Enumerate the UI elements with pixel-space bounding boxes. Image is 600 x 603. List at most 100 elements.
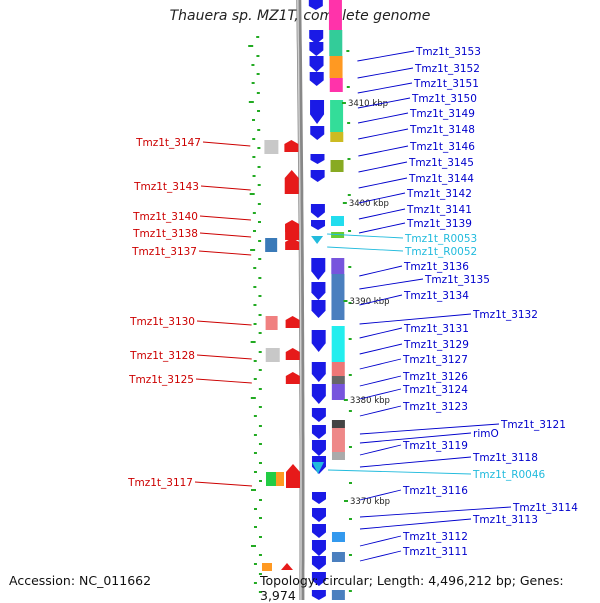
forward-gene-label: Tmz1t_3148 bbox=[409, 124, 475, 136]
tick-mark bbox=[258, 462, 262, 464]
forward-gene-arrow bbox=[311, 572, 326, 586]
tick-mark bbox=[257, 166, 261, 168]
tick-mark bbox=[258, 554, 262, 556]
forward-gene-label: Tmz1t_3151 bbox=[413, 78, 479, 90]
forward-gene-label: Tmz1t_3121 bbox=[500, 419, 566, 431]
forward-gene-label: Tmz1t_3146 bbox=[409, 141, 475, 153]
reverse-gene-arrow bbox=[285, 372, 300, 384]
tick-mark bbox=[253, 267, 257, 269]
tick-mark bbox=[252, 230, 256, 232]
tick-mark bbox=[253, 360, 257, 362]
forward-gene-label: Tmz1t_3149 bbox=[409, 108, 475, 120]
tick-mark bbox=[258, 332, 262, 334]
tick-mark bbox=[257, 129, 261, 131]
reverse-gene-label: Tmz1t_3117 bbox=[127, 477, 193, 489]
tick-mark bbox=[250, 489, 256, 491]
forward-gene-label: Tmz1t_3142 bbox=[406, 188, 472, 200]
forward-leader-line bbox=[359, 535, 402, 547]
forward-gene-arrow bbox=[311, 300, 326, 318]
annotation-bar bbox=[329, 56, 343, 78]
annotation-bar bbox=[265, 238, 278, 252]
tick-mark bbox=[253, 434, 257, 436]
annotation-bar bbox=[330, 100, 344, 132]
forward-gene-arrow bbox=[311, 384, 326, 404]
rna-arrow bbox=[311, 462, 324, 474]
scale-label: 3380 kbp bbox=[350, 396, 390, 406]
annotation-bar bbox=[275, 472, 284, 486]
forward-gene-arrow bbox=[309, 42, 324, 56]
tick-mark bbox=[348, 230, 352, 232]
reverse-gene-arrow bbox=[284, 170, 299, 194]
tick-mark bbox=[250, 249, 256, 251]
tick-mark bbox=[347, 122, 351, 124]
forward-leader-line bbox=[359, 444, 402, 456]
tick-mark bbox=[348, 590, 352, 592]
tick-mark bbox=[348, 482, 352, 484]
forward-gene-label: Tmz1t_3153 bbox=[415, 46, 481, 58]
tick-mark bbox=[258, 314, 262, 316]
forward-gene-label: Tmz1t_3139 bbox=[406, 218, 472, 230]
reverse-leader-line bbox=[196, 320, 252, 326]
annotation-bar bbox=[331, 362, 345, 376]
forward-gene-arrow bbox=[310, 100, 325, 124]
forward-gene-arrow bbox=[309, 56, 324, 72]
forward-leader-line bbox=[357, 50, 415, 62]
rna-gene-label: Tmz1t_R0053 bbox=[404, 233, 477, 245]
tick-mark bbox=[250, 397, 256, 399]
forward-leader-line bbox=[359, 423, 500, 435]
tick-mark bbox=[256, 36, 260, 38]
forward-leader-line bbox=[357, 97, 411, 109]
tick-mark bbox=[258, 536, 262, 538]
forward-gene-label: Tmz1t_3118 bbox=[472, 452, 538, 464]
tick-mark bbox=[258, 573, 262, 575]
tick-mark bbox=[253, 323, 257, 325]
forward-gene-arrow bbox=[311, 425, 326, 439]
forward-gene-label: Tmz1t_3114 bbox=[512, 502, 578, 514]
forward-leader-line bbox=[359, 294, 403, 306]
forward-leader-line bbox=[359, 343, 403, 355]
forward-leader-line bbox=[359, 327, 403, 339]
reverse-gene-arrow bbox=[285, 220, 300, 232]
tick-mark bbox=[253, 286, 257, 288]
forward-gene-arrow bbox=[311, 492, 326, 504]
forward-gene-arrow bbox=[308, 0, 323, 10]
forward-leader-line bbox=[358, 177, 408, 189]
forward-leader-line bbox=[358, 128, 409, 140]
reverse-leader-line bbox=[199, 232, 252, 238]
annotation-bar bbox=[265, 316, 278, 330]
forward-gene-label: Tmz1t_3145 bbox=[408, 157, 474, 169]
forward-leader-line bbox=[357, 112, 409, 124]
forward-gene-label: Tmz1t_3113 bbox=[472, 514, 538, 526]
forward-leader-line bbox=[359, 405, 402, 417]
forward-gene-label: Tmz1t_3152 bbox=[414, 63, 480, 75]
forward-gene-label: Tmz1t_3112 bbox=[402, 531, 468, 543]
annotation-bar bbox=[329, 78, 343, 92]
forward-gene-arrow bbox=[311, 282, 326, 300]
rna-arrow bbox=[311, 236, 324, 244]
forward-leader-line bbox=[359, 518, 472, 530]
rna-gene-label: Tmz1t_R0046 bbox=[472, 469, 546, 481]
tick-mark bbox=[258, 480, 262, 482]
forward-leader-line bbox=[357, 82, 413, 94]
forward-gene-arrow bbox=[310, 154, 325, 164]
reverse-gene-label: Tmz1t_3138 bbox=[132, 228, 198, 240]
forward-leader-line bbox=[358, 208, 406, 220]
tick-mark bbox=[258, 240, 262, 242]
tick-mark bbox=[348, 518, 352, 520]
tick-mark bbox=[348, 374, 352, 376]
reverse-leader-line bbox=[199, 215, 251, 221]
tick-mark bbox=[258, 295, 262, 297]
reverse-gene-arrow bbox=[284, 140, 299, 152]
forward-gene-arrow bbox=[311, 220, 326, 230]
forward-gene-arrow bbox=[311, 258, 326, 280]
forward-gene-label: Tmz1t_3124 bbox=[402, 384, 468, 396]
reverse-gene-label: Tmz1t_3130 bbox=[129, 316, 195, 328]
tick-mark bbox=[253, 415, 257, 417]
annotation-bar bbox=[331, 274, 345, 320]
tick-mark bbox=[258, 388, 262, 390]
rna-leader-line bbox=[327, 246, 404, 252]
tick-mark bbox=[258, 517, 262, 519]
tick-mark bbox=[248, 101, 254, 103]
annotation-bar bbox=[264, 140, 279, 154]
tick-mark bbox=[346, 86, 350, 88]
